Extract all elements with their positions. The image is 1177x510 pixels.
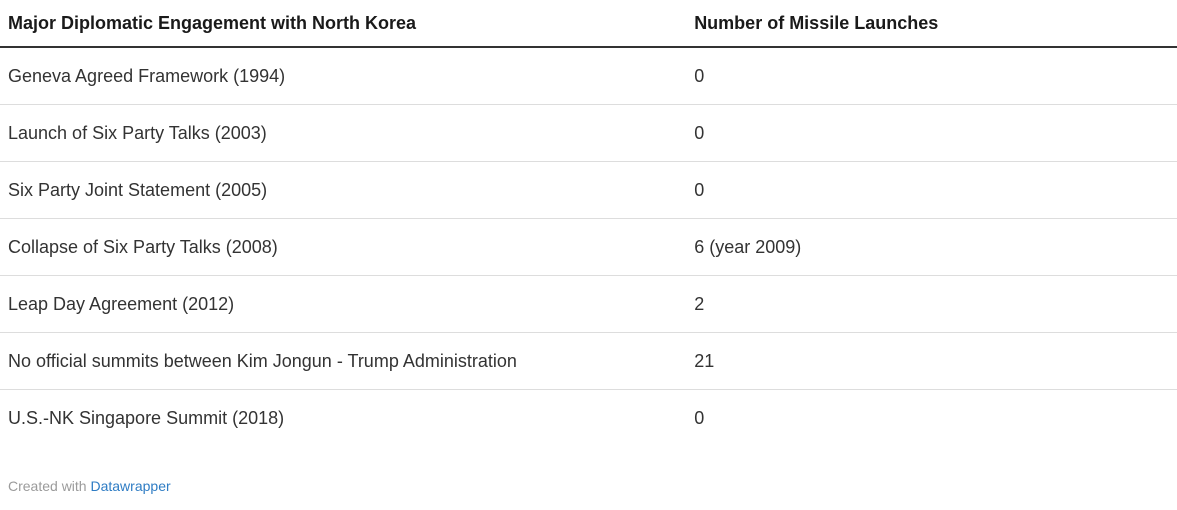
cell-launches: 21 bbox=[686, 332, 1177, 390]
cell-engagement: No official summits between Kim Jongun -… bbox=[0, 332, 687, 390]
attribution: Created with Datawrapper bbox=[8, 478, 1169, 495]
table-row: Collapse of Six Party Talks (2008) 6 (ye… bbox=[0, 218, 1177, 276]
cell-launches: 6 (year 2009) bbox=[686, 218, 1177, 276]
cell-launches: 0 bbox=[686, 47, 1177, 105]
table-row: Leap Day Agreement (2012) 2 bbox=[0, 275, 1177, 333]
datawrapper-link[interactable]: Datawrapper bbox=[90, 478, 171, 494]
table-row: U.S.-NK Singapore Summit (2018) 0 bbox=[0, 390, 1177, 447]
cell-engagement: Collapse of Six Party Talks (2008) bbox=[0, 218, 687, 276]
table-row: No official summits between Kim Jongun -… bbox=[0, 332, 1177, 390]
cell-launches: 0 bbox=[694, 408, 705, 428]
cell-launches: 0 bbox=[686, 161, 1177, 219]
cell-engagement: Geneva Agreed Framework (1994) bbox=[0, 47, 687, 105]
cell-engagement: Launch of Six Party Talks (2003) bbox=[0, 104, 687, 162]
cell-engagement: Six Party Joint Statement (2005) bbox=[0, 161, 687, 219]
table-row: Launch of Six Party Talks (2003) 0 bbox=[0, 104, 1177, 162]
attribution-text: Created with bbox=[8, 478, 87, 494]
data-table: Major Diplomatic Engagement with North K… bbox=[0, 0, 1177, 447]
table-row: Six Party Joint Statement (2005) 0 bbox=[0, 161, 1177, 219]
header-row: Major Diplomatic Engagement with North K… bbox=[0, 0, 1177, 48]
column-header-engagement: Major Diplomatic Engagement with North K… bbox=[0, 0, 687, 48]
column-header-launches: Number of Missile Launches bbox=[686, 0, 1177, 48]
cell-launches: 0 bbox=[686, 104, 1177, 162]
cell-launches: 2 bbox=[686, 275, 1177, 333]
cell-engagement: U.S.-NK Singapore Summit (2018) bbox=[8, 408, 285, 428]
table-row: Geneva Agreed Framework (1994) 0 bbox=[0, 47, 1177, 105]
cell-engagement: Leap Day Agreement (2012) bbox=[0, 275, 687, 333]
